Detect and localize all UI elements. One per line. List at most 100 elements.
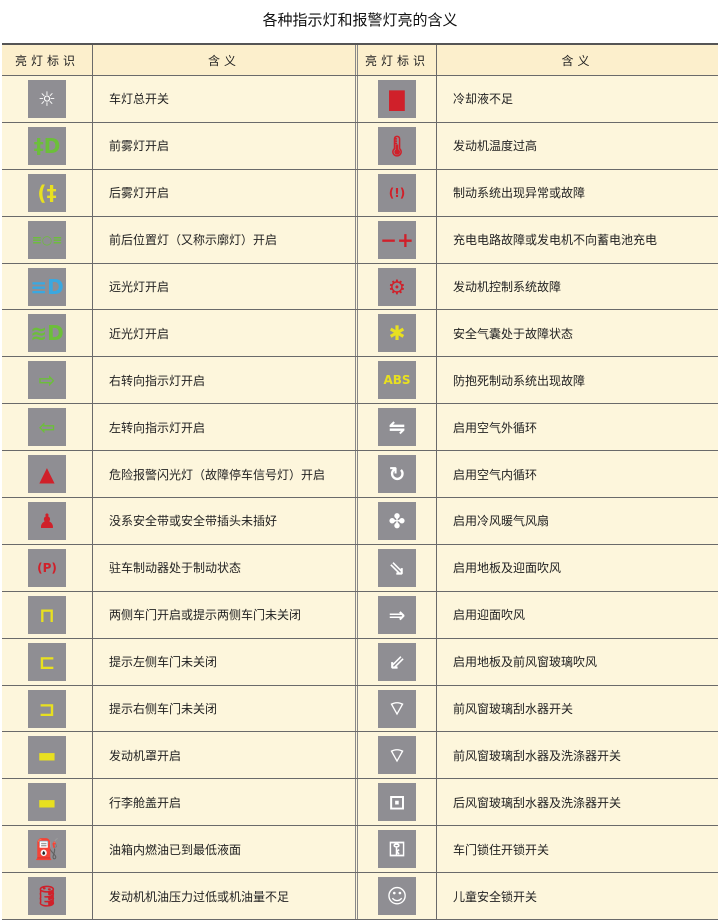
icon-cell: ⛽ <box>2 826 93 873</box>
meaning-text: 充电电路故障或发电机不向蓄电池充电 <box>453 233 658 248</box>
icon-cell: ⊡ <box>358 779 437 826</box>
meaning-text: 启用迎面吹风 <box>453 608 526 623</box>
airbag-icon: ✱ <box>378 314 416 353</box>
face-air-icon: ⇒ <box>378 595 416 634</box>
indicator-table: 亮灯标识 含义 亮灯标识 含义 ☼ 车灯总开关 ▇ 冷却液不足 ‡D 前雾灯开启 🌡 发动机温… <box>2 43 718 920</box>
icon-cell: ⚿ <box>358 826 437 873</box>
icon-cell: (!) <box>358 169 437 216</box>
meaning-text: 左转向指示灯开启 <box>93 404 358 451</box>
meaning-text: 防抱死制动系统出现故障 <box>453 373 586 388</box>
icon-cell: −+ <box>358 216 437 263</box>
table-row: ⇨ 右转向指示灯开启 ABS 防抱死制动系统出现故障 <box>2 357 718 405</box>
meaning-text: 前后位置灯（又称示廓灯）开启 <box>93 216 358 263</box>
meaning-text: 启用冷风暖气风扇 <box>453 514 550 529</box>
meaning-text: 后雾灯开启 <box>93 169 358 216</box>
icon-cell: 🛢 <box>2 873 93 920</box>
table-row: ≡○≡ 前后位置灯（又称示廓灯）开启 −+ 充电电路故障或发电机不向蓄电池充电 <box>2 216 718 264</box>
left-door-open-icon: ⊏ <box>28 642 66 681</box>
table-row: (P) 驻车制动器处于制动状态 ⇘ 启用地板及迎面吹风 <box>2 544 718 592</box>
rear-wiper-washer-icon: ⊡ <box>378 783 416 822</box>
icon-cell: ‡D <box>2 122 93 169</box>
meaning-text: 远光灯开启 <box>93 263 358 310</box>
table-row: ⊐ 提示右侧车门未关闭 ⌔ 前风窗玻璃刮水器开关 <box>2 685 718 733</box>
child-lock-icon: ☺ <box>378 877 416 916</box>
meaning-text: 发动机罩开启 <box>93 732 358 779</box>
meaning-text: 右转向指示灯开启 <box>93 357 358 404</box>
meaning-text: 启用空气内循环 <box>453 467 538 482</box>
floor-face-air-icon: ⇘ <box>378 548 416 587</box>
brake-warning-icon: (!) <box>378 173 416 212</box>
seatbelt-icon: ♟ <box>28 501 66 540</box>
meaning-text: 近光灯开启 <box>93 310 358 357</box>
meaning-text: 两侧车门开启或提示两侧车门未关闭 <box>93 591 358 638</box>
icon-cell: ≡○≡ <box>2 216 93 263</box>
meaning-text: 后风窗玻璃刮水器及洗涤器开关 <box>453 795 622 810</box>
check-engine-icon: ⚙ <box>378 267 416 306</box>
icon-cell: ▇ <box>358 76 437 122</box>
table-row: ≋D 近光灯开启 ✱ 安全气囊处于故障状态 <box>2 310 718 358</box>
icon-cell: ≡D <box>2 263 93 310</box>
hood-open-icon: ▬ <box>28 736 66 775</box>
front-wiper-washer-icon: ⌔ <box>378 736 416 775</box>
position-light-icon: ≡○≡ <box>28 220 66 259</box>
high-beam-icon: ≡D <box>28 267 66 306</box>
icon-cell: ⊐ <box>2 685 93 732</box>
page-title: 各种指示灯和报警灯亮的含义 <box>262 11 458 29</box>
meaning-text: 安全气囊处于故障状态 <box>453 326 574 341</box>
icon-cell: ⇙ <box>358 638 437 685</box>
table-row: ♟ 没系安全带或安全带插头未插好 ✤ 启用冷风暖气风扇 <box>2 498 718 545</box>
table-row: ☼ 车灯总开关 ▇ 冷却液不足 <box>2 76 718 123</box>
hazard-icon: ▲ <box>28 455 66 494</box>
icon-cell: ≋D <box>2 310 93 357</box>
battery-icon: −+ <box>378 220 416 259</box>
front-fog-icon: ‡D <box>28 126 66 165</box>
icon-cell: ⇋ <box>358 404 437 451</box>
meaning-text: 车灯总开关 <box>93 76 358 122</box>
outside-air-icon: ⇋ <box>378 408 416 447</box>
icon-cell: ↻ <box>358 451 437 498</box>
parking-brake-icon: (P) <box>28 548 66 587</box>
icon-cell: (‡ <box>2 169 93 216</box>
table-row: ≡D 远光灯开启 ⚙ 发动机控制系统故障 <box>2 263 718 311</box>
table-row: (‡ 后雾灯开启 (!) 制动系统出现异常或故障 <box>2 169 718 217</box>
both-doors-open-icon: ⊓ <box>28 595 66 634</box>
oil-pressure-icon: 🛢 <box>28 877 66 916</box>
header-meaning-col: 含义 <box>93 45 358 75</box>
icon-cell: ⇨ <box>2 357 93 404</box>
meaning-text: 冷却液不足 <box>453 92 514 107</box>
icon-cell: ⇦ <box>2 404 93 451</box>
meaning-text: 提示左侧车门未关闭 <box>93 638 358 685</box>
table-row: ⛽ 油箱内燃油已到最低液面 ⚿ 车门锁住开锁开关 <box>2 826 718 874</box>
header-icon-col: 亮灯标识 <box>2 45 93 75</box>
left-turn-icon: ⇦ <box>28 408 66 447</box>
table-row: ‡D 前雾灯开启 🌡 发动机温度过高 <box>2 122 718 170</box>
meaning-text: 油箱内燃油已到最低液面 <box>93 826 358 873</box>
table-row: ▲ 危险报警闪光灯（故障停车信号灯）开启 ↻ 启用空气内循环 <box>2 451 718 499</box>
meaning-text: 启用空气外循环 <box>453 420 538 435</box>
icon-cell: ⌔ <box>358 685 437 732</box>
meaning-text: 前风窗玻璃刮水器开关 <box>453 702 574 717</box>
icon-cell: (P) <box>2 544 93 591</box>
meaning-text: 危险报警闪光灯（故障停车信号灯）开启 <box>93 451 358 498</box>
fuel-low-icon: ⛽ <box>28 830 66 869</box>
meaning-text: 没系安全带或安全带插头未插好 <box>93 498 358 544</box>
meaning-text: 儿童安全锁开关 <box>453 889 538 904</box>
meaning-text: 前雾灯开启 <box>93 122 358 169</box>
table-row: ⊏ 提示左侧车门未关闭 ⇙ 启用地板及前风窗玻璃吹风 <box>2 638 718 686</box>
right-turn-icon: ⇨ <box>28 361 66 400</box>
icon-cell: ✱ <box>358 310 437 357</box>
icon-cell: ▬ <box>2 732 93 779</box>
meaning-text: 提示右侧车门未关闭 <box>93 685 358 732</box>
icon-cell: ♟ <box>2 498 93 544</box>
meaning-text: 发动机机油压力过低或机油量不足 <box>93 873 358 920</box>
front-wiper-icon: ⌔ <box>378 689 416 728</box>
icon-cell: ☼ <box>2 76 93 122</box>
low-beam-icon: ≋D <box>28 314 66 353</box>
icon-cell: ⇒ <box>358 591 437 638</box>
meaning-text: 前风窗玻璃刮水器及洗涤器开关 <box>453 748 622 763</box>
meaning-text: 行李舱盖开启 <box>93 779 358 826</box>
floor-windshield-air-icon: ⇙ <box>378 642 416 681</box>
icon-cell: ▲ <box>2 451 93 498</box>
trunk-open-icon: ▬ <box>28 783 66 822</box>
headlight-master-icon: ☼ <box>28 79 66 118</box>
